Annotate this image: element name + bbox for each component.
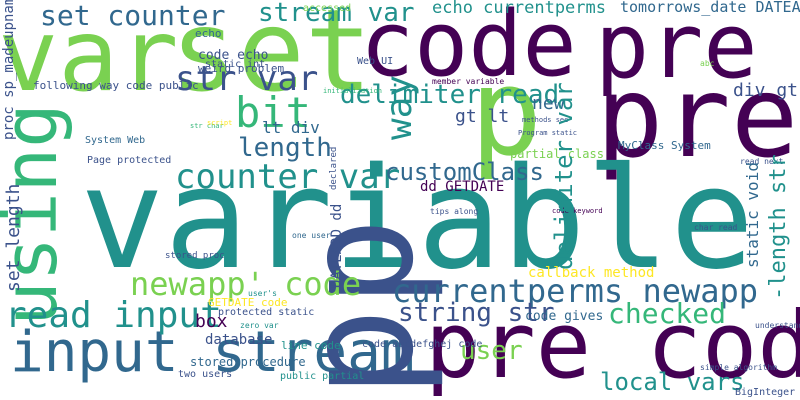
word: zero var	[240, 321, 279, 330]
word: stream var	[258, 0, 415, 28]
word: static int	[205, 59, 266, 70]
word: echo	[195, 27, 222, 40]
word: declared	[329, 146, 339, 190]
word: box	[195, 311, 228, 332]
word: set length	[3, 183, 24, 292]
word: -length str	[766, 154, 791, 300]
word: code	[360, 0, 577, 97]
word: proc sp_madeupname	[1, 0, 17, 140]
word: BigInteger var	[735, 387, 800, 398]
word: read input	[5, 295, 222, 336]
word: user's	[248, 289, 277, 298]
word: echo currentperms	[432, 0, 606, 18]
word: lt div	[262, 118, 320, 137]
word: MyClass System	[618, 139, 711, 152]
word: simple algorithm	[700, 363, 778, 372]
word: bit	[235, 88, 311, 137]
word: pre	[595, 0, 758, 99]
word: accessed	[303, 3, 352, 14]
word: following way code public	[33, 79, 199, 92]
word: partial class	[510, 147, 604, 161]
word: line code	[281, 339, 341, 352]
word: length	[238, 133, 332, 163]
word: variable	[80, 138, 755, 301]
word: string str	[398, 298, 555, 328]
word: gt lt	[455, 106, 510, 127]
word: protected static	[218, 307, 315, 318]
word: currentperms newapp	[392, 272, 759, 310]
word: callback method	[528, 265, 655, 281]
word: System Web	[85, 135, 146, 146]
word: Program static	[518, 129, 578, 137]
word: pre	[596, 53, 799, 183]
word: script	[207, 119, 233, 127]
word: weird problem	[198, 62, 285, 75]
word: static void	[743, 162, 762, 268]
word: p	[470, 44, 543, 183]
word: stored procedure	[190, 355, 306, 369]
word: checked	[608, 297, 727, 330]
word: user	[460, 336, 523, 366]
word: delimiter var	[550, 82, 578, 270]
word: methods see	[522, 116, 569, 124]
word: pre code	[425, 292, 800, 399]
word: set counter	[40, 0, 226, 32]
word: way	[379, 74, 420, 140]
word: Page protected	[87, 155, 172, 166]
word: abc	[700, 59, 715, 68]
word: counter var	[175, 157, 401, 197]
word: one user	[292, 231, 331, 240]
word: var	[0, 0, 179, 114]
word: database	[205, 332, 273, 348]
word: set	[170, 0, 373, 117]
word: new	[532, 93, 565, 114]
word: code gives	[525, 309, 604, 324]
word: input stream	[10, 320, 415, 385]
word: char read	[694, 223, 738, 232]
word: tips along	[430, 207, 479, 216]
word: div gt	[733, 80, 799, 101]
word: two users	[178, 369, 233, 380]
word: newapp' code	[130, 265, 362, 303]
word: local vars	[600, 368, 745, 396]
word: member variable	[432, 77, 505, 86]
word: GETDATE code	[208, 296, 288, 309]
word: initialization	[323, 87, 383, 95]
word: customClass	[385, 158, 544, 186]
word: Web UI	[357, 56, 394, 67]
word: dd GETDATE	[420, 179, 505, 195]
word: code keyword	[552, 207, 603, 215]
word: public partial	[280, 371, 365, 382]
word: delimiter read	[340, 80, 560, 110]
word: DATEADD dd	[329, 203, 345, 288]
word: str var	[175, 59, 319, 99]
word: code abcdefghej code	[362, 339, 483, 350]
word: stored proc	[165, 251, 225, 261]
word: understand	[755, 321, 800, 330]
word: str char	[190, 122, 224, 130]
word: code echo	[198, 48, 269, 63]
word: tomorrows_date DATEADD	[620, 0, 800, 16]
word: read next	[740, 157, 784, 166]
